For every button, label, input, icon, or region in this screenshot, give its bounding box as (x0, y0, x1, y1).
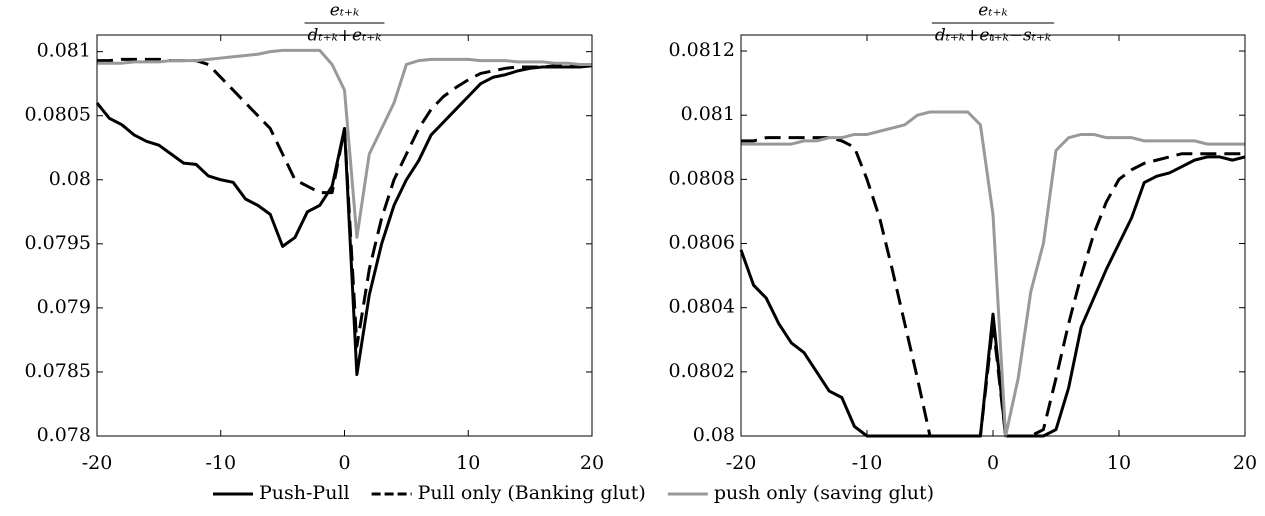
y-tick-label: 0.0808 (669, 167, 735, 189)
data-line (95, 64, 593, 376)
y-tick-label: 0.0805 (25, 104, 91, 126)
y-tick-label: 0.0785 (25, 360, 91, 382)
legend-label: Push-Pull (259, 482, 350, 504)
y-tick-label: 0.078 (37, 424, 91, 446)
y-tick-label: 0.081 (681, 103, 735, 125)
plot-frame (96, 34, 593, 437)
y-tick-label: 0.079 (37, 296, 91, 318)
x-tick-label: 10 (456, 452, 480, 474)
plot-frame (740, 34, 1246, 437)
x-tick-label: 0 (338, 452, 350, 474)
x-tick-label: -10 (205, 452, 236, 474)
title-numerator: eₜ₊ₖ (978, 1, 1007, 21)
x-tick-label: 20 (1233, 452, 1257, 474)
x-tick-label: 20 (580, 452, 604, 474)
title-denominator: dₜ₊ₖ+eₜ₊ₖ−sₜ₊ₖ (935, 26, 1051, 46)
x-tick-label: -20 (726, 452, 757, 474)
title-denominator: dₜ₊ₖ+eₜ₊ₖ (308, 26, 382, 46)
x-tick-label: -20 (82, 452, 113, 474)
data-line (741, 110, 1245, 438)
legend-label: Pull only (Banking glut) (418, 482, 646, 504)
data-line (741, 136, 1245, 438)
y-tick-label: 0.08 (693, 424, 735, 446)
x-tick-label: -10 (852, 452, 883, 474)
data-line (97, 48, 592, 239)
legend-label: push only (saving glut) (714, 482, 934, 504)
y-tick-label: 0.0802 (669, 360, 735, 382)
y-tick-label: 0.0812 (669, 39, 735, 61)
y-tick-label: 0.08 (49, 168, 91, 190)
data-line (739, 155, 1246, 438)
x-tick-label: 0 (987, 452, 999, 474)
y-tick-label: 0.081 (37, 40, 91, 62)
y-tick-label: 0.0806 (669, 232, 735, 254)
y-tick-label: 0.0804 (669, 296, 735, 318)
y-tick-label: 0.0795 (25, 232, 91, 254)
x-tick-label: 10 (1107, 452, 1131, 474)
title-numerator: eₜ₊ₖ (330, 1, 359, 21)
